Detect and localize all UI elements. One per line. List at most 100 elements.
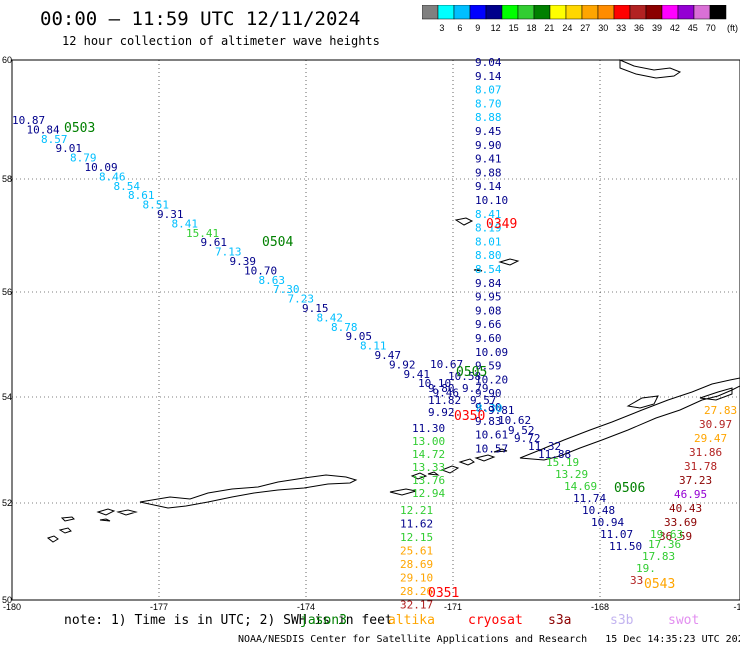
colorbar-label: 30: [598, 23, 608, 33]
wave-height-label: 19.63: [650, 528, 683, 541]
wave-height-label: 40.43: [669, 502, 702, 515]
wave-height-label: 36.59: [659, 530, 692, 543]
colorbar-label: 3: [439, 23, 444, 33]
wave-height-label: 28.26: [400, 585, 433, 598]
lat-tick-label: 56: [2, 287, 12, 297]
wave-height-label: 13.00: [412, 435, 445, 448]
wave-height-label: 32.17: [400, 599, 433, 612]
legend-swot: swot: [668, 613, 700, 628]
pass-time-label: 0350: [454, 409, 485, 424]
nunivak-coast: [619, 59, 682, 79]
wave-height-label: 10.67: [430, 358, 463, 371]
lat-tick-label: 52: [2, 498, 12, 508]
wave-height-label: 14.69: [564, 480, 597, 493]
wave-height-label: 9.47: [375, 349, 402, 362]
map-subtitle: 12 hour collection of altimeter wave hei…: [62, 34, 380, 48]
wave-height-label: 9.84: [475, 277, 502, 290]
wave-height-label: 10.10: [418, 377, 451, 390]
wave-height-label: 31.78: [684, 460, 717, 473]
colorbar-label: 24: [562, 23, 572, 33]
legend-s3a: s3a: [548, 613, 572, 628]
wave-height-label: 10.62: [498, 414, 531, 427]
wave-height-label: 9.52: [508, 424, 535, 437]
wave-height-label: 9.41: [404, 368, 431, 381]
legend-jason3: jason3: [300, 613, 347, 628]
lat-tick-label: 58: [2, 174, 12, 184]
wave-height-label: 9.14: [475, 180, 502, 193]
pass-time-label: 0351: [428, 586, 459, 601]
wave-height-label: 9.90: [475, 387, 502, 400]
colorbar-label: 27: [580, 23, 590, 33]
legend-s3b: s3b: [610, 613, 634, 628]
wave-height-label: 25.61: [400, 545, 433, 558]
wave-height-label: 14.72: [412, 448, 445, 461]
wave-height-label: 8.70: [475, 97, 502, 110]
wave-height-label: 9.08: [475, 304, 502, 317]
wave-height-label: 8.51: [143, 199, 170, 212]
wave-height-label: 8.61: [128, 189, 155, 202]
pass-time-label: 0504: [262, 235, 293, 250]
wave-height-label: 10.09: [475, 346, 508, 359]
colorbar-label: 70: [706, 23, 716, 33]
wave-height-label: 9.14: [475, 70, 502, 83]
wave-height-label: 8.80: [475, 249, 502, 262]
legend-cryosat: cryosat: [468, 613, 523, 628]
wave-height-label: 8.54: [114, 180, 141, 193]
wave-height-label: 19.: [636, 562, 656, 575]
wave-height-label: 9.60: [475, 332, 502, 345]
wave-height-label: 9.92: [428, 406, 455, 419]
wave-height-label: 29.47: [694, 432, 727, 445]
colorbar-label: 39: [652, 23, 662, 33]
map-note: note: 1) Time is in UTC; 2) SWH is in fe…: [64, 613, 393, 628]
colorbar-label: 12: [491, 23, 501, 33]
pass-time-label: 0505: [456, 365, 487, 380]
aleutian-east-islands: [389, 448, 508, 496]
wave-height-label: 8.01: [475, 235, 502, 248]
map-footer: NOAA/NESDIS Center for Satellite Applica…: [238, 634, 740, 645]
lat-tick-label: 50: [2, 595, 12, 605]
colorbar-swatch: [709, 5, 727, 20]
wave-height-label: 9.30: [475, 401, 502, 414]
wave-height-label: 9.83: [475, 415, 502, 428]
colorbar-label: 42: [670, 23, 680, 33]
wave-height-label: 8.63: [259, 274, 286, 287]
wave-height-label: 9.66: [475, 318, 502, 331]
wave-height-label: 7.30: [273, 283, 300, 296]
wave-height-label: 12.94: [412, 487, 445, 500]
colorbar-label: 6: [457, 23, 462, 33]
wave-height-label: 17.83: [642, 550, 675, 563]
lat-lon-grid: -180 -177 -174 -171 -168 -16 60 58 56 54 52 50: [2, 55, 740, 612]
wave-height-label: 33.69: [664, 516, 697, 529]
lon-tick-label: -168: [591, 602, 609, 612]
lon-tick-label: -180: [3, 602, 21, 612]
wave-height-label: 10.58: [448, 370, 481, 383]
colorbar-label: 21: [544, 23, 554, 33]
wave-height-label: 10.87: [12, 114, 45, 127]
lon-tick-label: -16: [733, 602, 740, 612]
wave-height-label: 8.11: [360, 340, 387, 353]
wave-height-label: 9.57: [470, 394, 497, 407]
wave-height-label: 9.46: [433, 387, 460, 400]
colorbar-label: 15: [509, 23, 519, 33]
pass-time-labels: 0503 0504 0505 0506 0349 0350 0351 0543: [64, 121, 675, 601]
wave-height-label: 8.41: [475, 208, 502, 221]
colorbar-label: 9: [475, 23, 480, 33]
map-title: 00:00 – 11:59 UTC 12/11/2024: [40, 8, 361, 30]
wave-height-label: 9.90: [475, 139, 502, 152]
wave-height-label: 9.80: [428, 382, 455, 395]
wave-height-label: 11.82: [428, 394, 461, 407]
wave-height-label: 11.62: [400, 518, 433, 531]
wave-height-label: 7.13: [215, 246, 242, 259]
wave-height-label: 8.07: [475, 84, 502, 97]
wave-height-label: 17.36: [648, 538, 681, 551]
wave-height-label: 11.07: [600, 528, 633, 541]
wave-height-label: 8.30: [476, 402, 503, 415]
wave-height-label: 10.10: [475, 194, 508, 207]
alaska-peninsula: [519, 377, 740, 461]
wave-height-label: 11.50: [609, 540, 642, 553]
wave-height-label: 11.32: [528, 440, 561, 453]
wave-height-label: 8.78: [331, 321, 358, 334]
wave-height-label: 9.01: [56, 142, 83, 155]
wave-height-label: 9.31: [157, 208, 184, 221]
wave-height-label: 11.30: [412, 422, 445, 435]
